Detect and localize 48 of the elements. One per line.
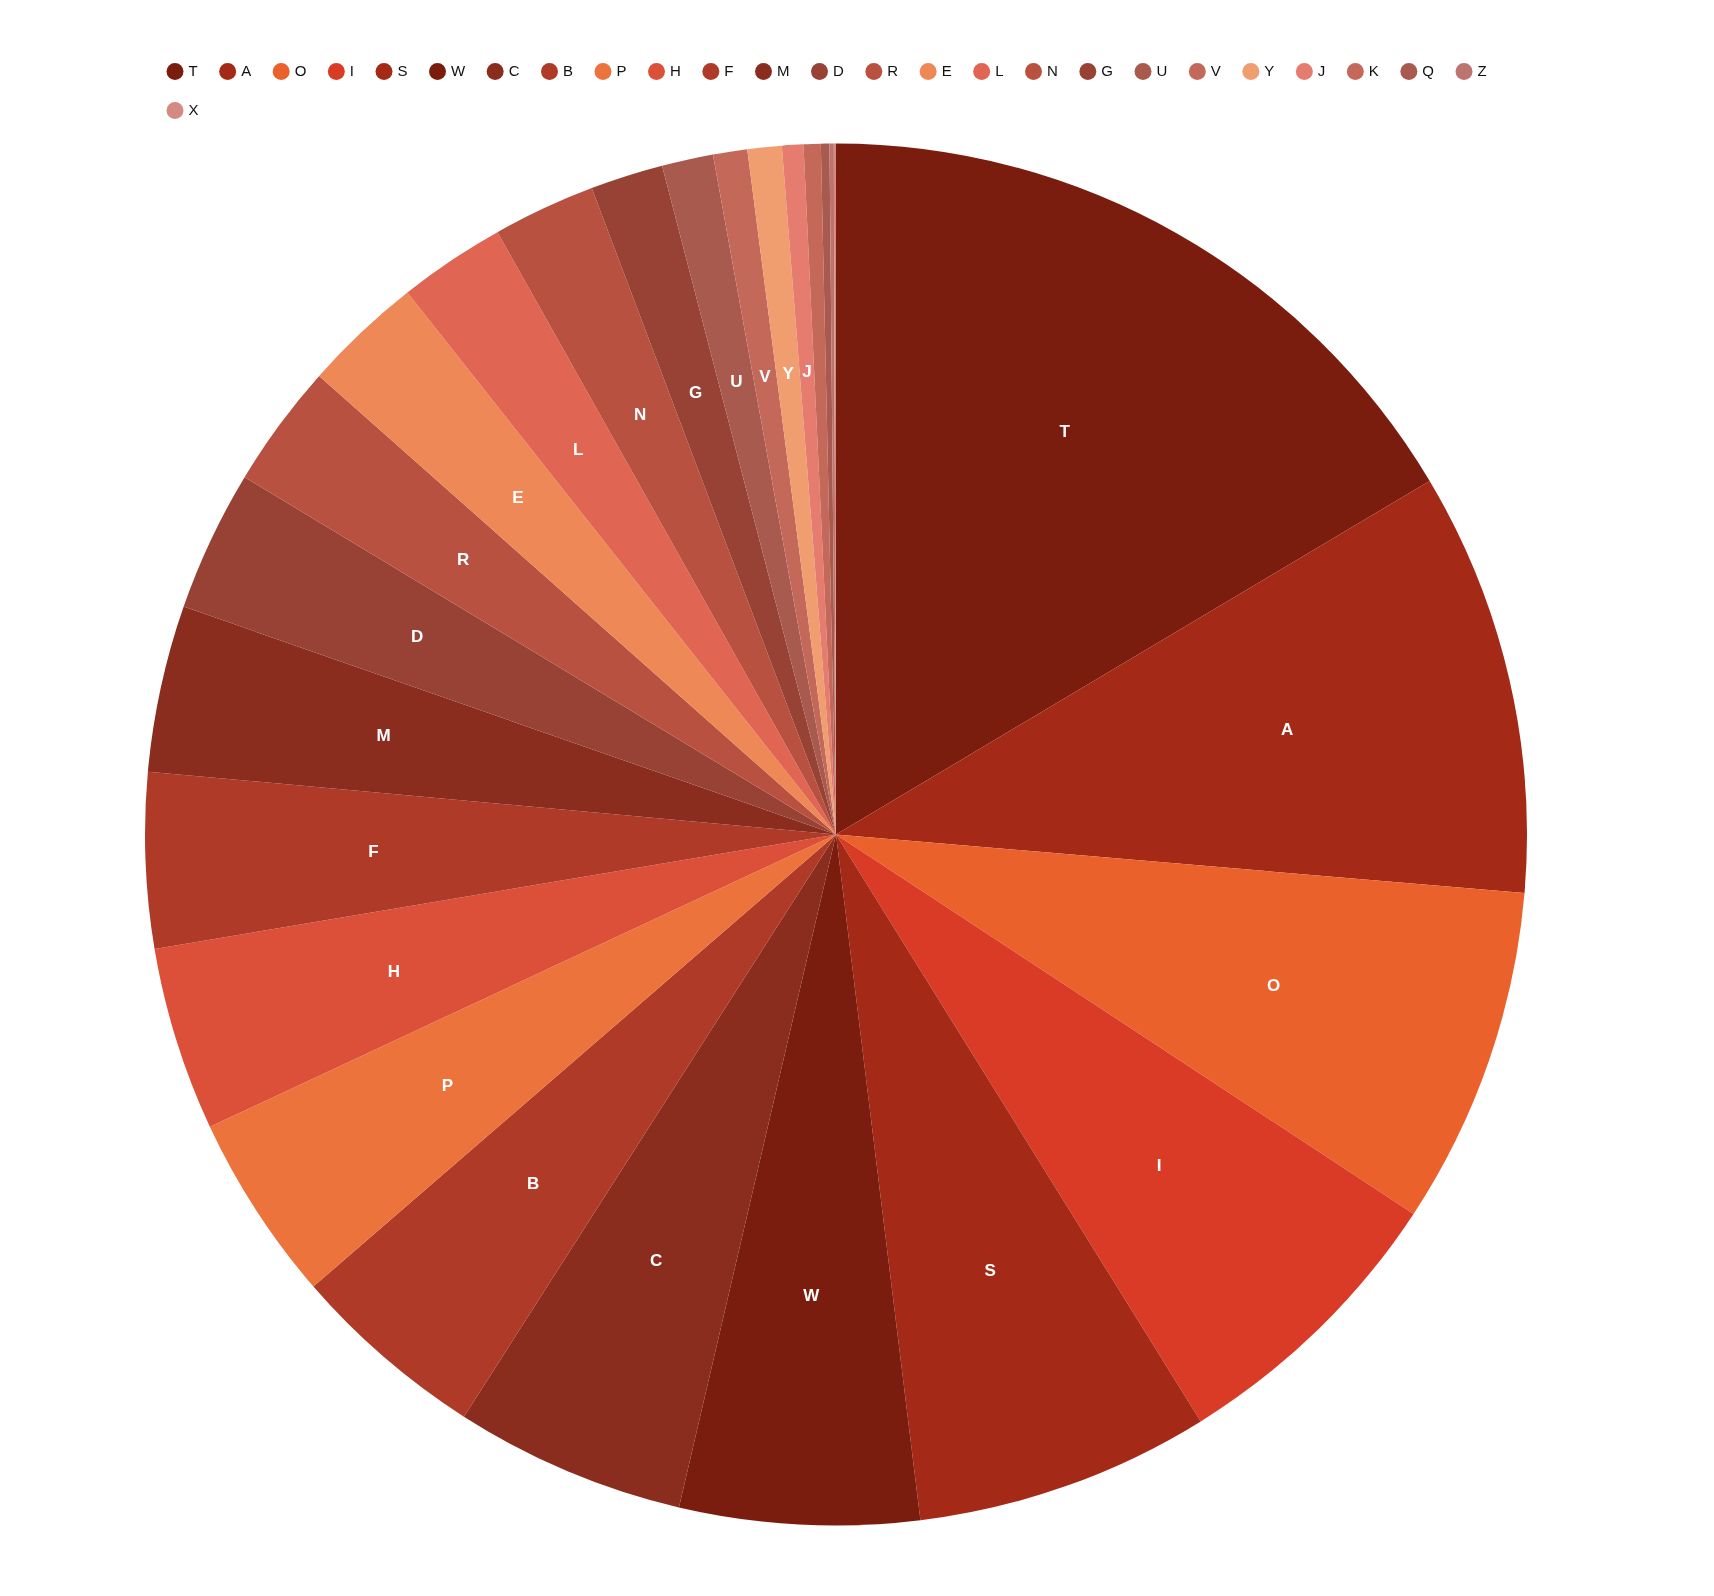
data-label: B bbox=[526, 1174, 540, 1194]
data-label: W bbox=[803, 1286, 821, 1306]
legend-label: L bbox=[995, 61, 1004, 79]
data-label: A bbox=[1281, 720, 1294, 740]
data-label: O bbox=[1266, 975, 1281, 995]
data-label: U bbox=[730, 372, 743, 392]
legend-label: Z bbox=[1477, 61, 1487, 79]
legend-label: Q bbox=[1422, 61, 1435, 79]
legend-label: A bbox=[241, 61, 252, 79]
legend-label: K bbox=[1368, 61, 1379, 79]
legend-label: F bbox=[724, 61, 734, 79]
legend-label: N bbox=[1047, 61, 1058, 79]
data-label: V bbox=[759, 366, 772, 386]
legend-label: R bbox=[887, 61, 899, 79]
data-label: C bbox=[650, 1250, 663, 1270]
data-label: L bbox=[572, 439, 584, 459]
legend-label: O bbox=[294, 61, 307, 79]
data-label: J bbox=[802, 362, 812, 382]
legend-label: B bbox=[563, 61, 574, 79]
data-label: N bbox=[634, 404, 647, 424]
data-label: M bbox=[376, 726, 391, 746]
legend-label: T bbox=[188, 61, 198, 79]
data-label: E bbox=[512, 487, 524, 507]
legend-label: W bbox=[451, 61, 467, 79]
data-label: F bbox=[368, 841, 379, 861]
data-label: I bbox=[1156, 1155, 1162, 1175]
data-label: P bbox=[441, 1075, 454, 1095]
legend-label: I bbox=[349, 61, 355, 79]
legend-label: M bbox=[777, 61, 790, 79]
legend-label: Y bbox=[1264, 61, 1275, 79]
legend-label: G bbox=[1101, 61, 1114, 79]
legend-label: S bbox=[397, 61, 408, 79]
data-label: Y bbox=[782, 363, 795, 383]
legend-label: D bbox=[833, 61, 844, 79]
legend-label: P bbox=[616, 61, 627, 79]
data-label: S bbox=[984, 1260, 996, 1280]
legend-label: C bbox=[508, 61, 520, 79]
data-label: D bbox=[410, 627, 424, 647]
legend-label: V bbox=[1210, 61, 1221, 79]
data-label: T bbox=[1059, 421, 1071, 441]
legend-label: H bbox=[670, 61, 681, 79]
data-label: R bbox=[457, 549, 470, 569]
legend-label: X bbox=[188, 100, 199, 118]
legend-label: U bbox=[1156, 61, 1168, 79]
legend-label: J bbox=[1317, 61, 1326, 79]
legend-label: E bbox=[941, 61, 952, 79]
data-label: G bbox=[689, 382, 703, 402]
data-label: H bbox=[387, 961, 401, 981]
